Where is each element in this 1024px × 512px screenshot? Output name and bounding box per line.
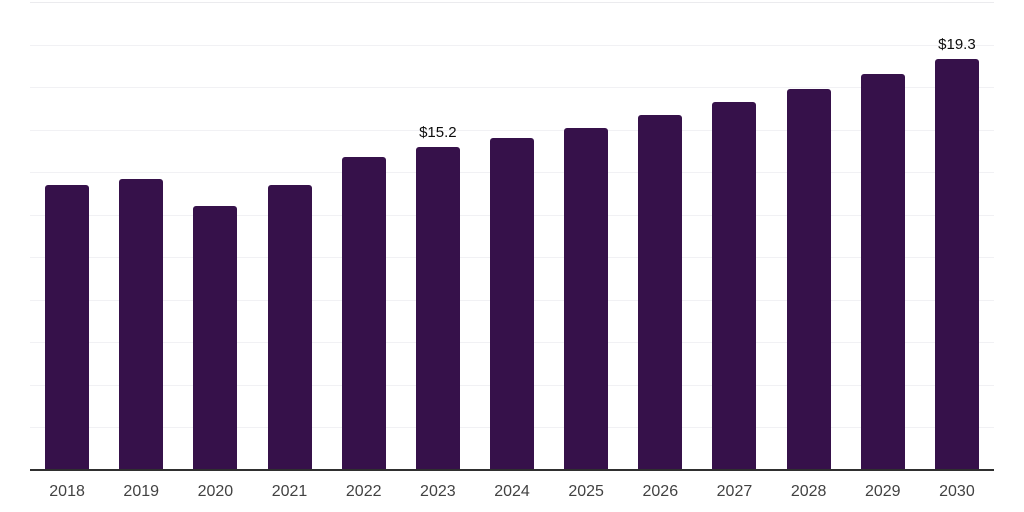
bar-2022: [341, 157, 386, 470]
bar-2024: [490, 138, 534, 470]
plot-area: $15.2 $19.3: [30, 2, 994, 470]
x-axis-label-2021: 2021: [271, 483, 308, 500]
bar-2018: [45, 184, 90, 470]
x-axis-label-2023: 2023: [420, 483, 456, 500]
bar-value-label-2030: $19.3: [938, 36, 976, 54]
bar-2026: [638, 114, 683, 470]
x-axis-label-2020: 2020: [197, 483, 234, 500]
bar-2025: [564, 127, 609, 470]
bar-2027: [712, 101, 757, 470]
x-axis-label-2025: 2025: [568, 483, 604, 500]
bar-2021: [267, 184, 312, 470]
bar-2023: [415, 146, 460, 470]
x-axis-label-2026: 2026: [642, 483, 679, 500]
bar-value-label-2023: $15.2: [419, 123, 457, 141]
x-axis-label-2027: 2027: [716, 483, 753, 500]
bar-2020: [193, 206, 238, 470]
x-axis-label-2024: 2024: [494, 483, 530, 500]
gridline-y18: [30, 87, 994, 89]
x-axis-label-2028: 2028: [790, 483, 827, 500]
bar-2019: [119, 178, 164, 470]
gridline-y16: [30, 129, 994, 131]
x-axis-label-2019: 2019: [123, 483, 160, 500]
gridline-y20: [30, 44, 994, 46]
x-axis-label-2022: 2022: [345, 483, 382, 500]
bar-2029: [860, 74, 905, 470]
bar-2028: [786, 89, 831, 470]
x-axis-label-2018: 2018: [49, 483, 85, 500]
x-axis-label-2030: 2030: [939, 483, 975, 500]
gridline-y22: [30, 2, 994, 3]
bar-2030: [934, 59, 979, 470]
x-axis-line: [30, 469, 994, 471]
x-axis-label-2029: 2029: [864, 483, 901, 500]
